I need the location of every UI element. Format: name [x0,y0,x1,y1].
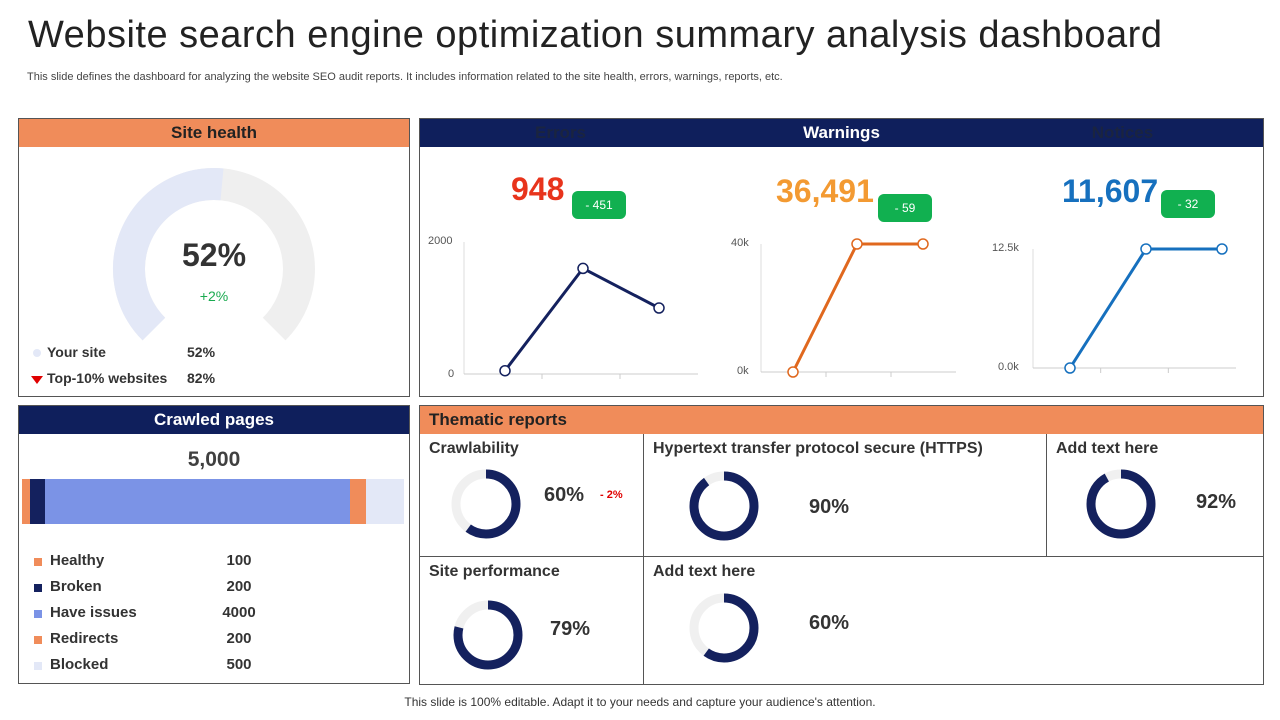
warnings-ytick-max: 40k [731,237,749,249]
footer-note: This slide is 100% editable. Adapt it to… [404,695,876,709]
thematic-reports-panel: Thematic reports Crawlability 60% - 2% Hy… [419,405,1264,685]
site-health-gauge [113,168,315,341]
errors-ytick-max: 2000 [428,235,453,247]
issues-tabs: Errors Warnings Notices [420,119,1263,147]
bar-segment-have-issues [44,479,351,524]
crawled-pages-panel: Crawled pages 5,000 Healthy 100 Broken 2… [18,405,410,684]
crawled-stacked-bar [22,479,404,524]
tab-errors[interactable]: Errors [534,123,587,142]
donut-fill [689,471,759,541]
issues-panel: Errors Warnings Notices 948 - 451 36,491… [419,118,1264,397]
legend-label: Have issues [50,604,137,621]
legend-label: Broken [50,578,102,595]
thematic-card: Crawlability 60% - 2% [420,434,644,557]
notices-point [1140,243,1152,255]
donut-fill [453,600,523,670]
legend-top10-label: Top-10% websites [47,370,168,386]
thematic-card-title: Site performance [429,563,560,580]
tab-warnings[interactable]: Warnings [803,123,880,142]
donut-chart [451,469,521,539]
thematic-card-value: 60% [809,612,850,634]
bar-segment-redirects [350,479,366,524]
notices-value: 11,607 [1062,173,1159,209]
donut-chart [689,593,759,663]
notices-delta-badge: - 32 [1161,190,1215,218]
crawled-total: 5,000 [187,448,241,471]
page-subtitle: This slide defines the dashboard for ana… [27,71,783,83]
legend-value: 200 [226,630,252,647]
warnings-point [787,366,799,378]
errors-ytick-min: 0 [448,368,455,380]
gauge-fill [113,168,224,341]
site-health-panel: Site health 52% +2% Your site 52% Top-10… [18,118,410,397]
notices-point [1216,243,1228,255]
legend-your-site-label: Your site [47,344,106,360]
legend-your-site-value: 52% [187,344,216,360]
legend-value: 500 [226,656,252,673]
errors-line [503,266,660,372]
warnings-line [791,242,923,373]
notices-ytick-max: 12.5k [992,242,1019,254]
issues-line-charts [463,238,1236,379]
legend-value: 4000 [222,604,256,621]
page-title: Website search engine optimization summa… [28,14,1163,56]
notices-line [1068,247,1222,369]
legend-value: 100 [226,552,252,569]
warnings-point [917,238,929,250]
thematic-card-value: 90% [809,496,850,518]
donut-fill [689,593,759,663]
errors-point [653,302,665,314]
errors-point [577,262,589,275]
thematic-card-title: Add text here [653,563,756,580]
legend-top10-value: 82% [187,370,216,386]
donut-fill [1086,469,1156,539]
errors-value: 948 [511,171,565,207]
bar-segment-blocked [365,479,404,524]
notices-point [1064,362,1076,374]
thematic-card-delta: - 2% [600,489,623,501]
down-triangle-icon [31,376,43,384]
legend-swatch-icon [34,584,42,592]
donut-chart [1086,469,1156,539]
site-health-change: +2% [199,288,229,304]
donut-fill [451,469,521,539]
legend-swatch-icon [34,662,42,670]
legend-swatch-icon [34,610,42,618]
donut-chart [689,471,759,541]
legend-label: Blocked [50,656,109,673]
thematic-card-value: 79% [550,618,591,640]
thematic-card: Site performance 79% [420,557,644,684]
thematic-card-value: 60% [544,484,585,506]
donut-chart [453,600,523,670]
bar-segment-broken [29,479,45,524]
warnings-point [851,238,863,250]
crawled-pages-header: Crawled pages [19,406,409,434]
your-site-dot-icon [33,349,41,357]
thematic-card-title: Add text here [1056,440,1159,457]
warnings-ytick-min: 0k [737,365,749,377]
legend-label: Healthy [50,552,105,569]
legend-swatch-icon [34,636,42,644]
site-health-header: Site health [19,119,409,147]
thematic-card-value: 92% [1196,491,1237,513]
notices-ytick-min: 0.0k [998,361,1019,373]
thematic-card-title: Crawlability [429,440,519,457]
legend-label: Redirects [50,630,119,647]
thematic-reports-header: Thematic reports [420,406,1263,434]
thematic-card-title: Hypertext transfer protocol secure (HTTP… [653,440,983,457]
site-health-value: 52% [181,237,247,273]
thematic-card: Add text here 92% [1047,434,1264,557]
thematic-card: Hypertext transfer protocol secure (HTTP… [644,434,1047,557]
warnings-value: 36,491 [776,173,874,209]
warnings-delta-badge: - 59 [878,194,932,222]
errors-delta-badge: - 451 [572,191,626,219]
legend-swatch-icon [34,558,42,566]
legend-value: 200 [226,578,252,595]
errors-point [499,364,511,377]
thematic-card: Add text here 60% [644,557,1264,684]
tab-notices[interactable]: Notices [1091,123,1154,142]
bar-segment-healthy [22,479,30,524]
